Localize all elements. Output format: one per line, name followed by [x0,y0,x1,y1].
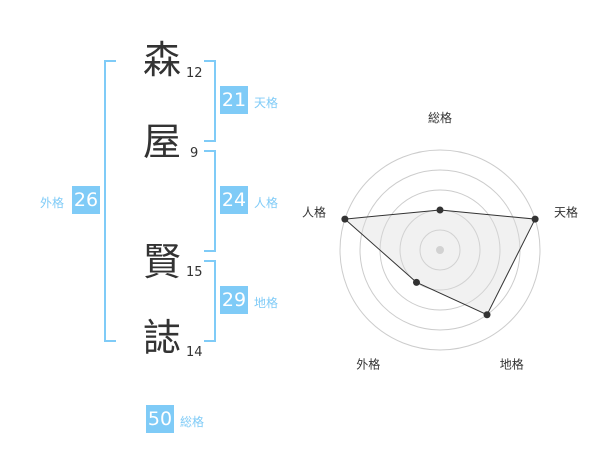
jinkaku-label: 人格 [254,196,279,210]
radar-point [531,215,539,223]
chikaku-bracket [204,260,216,342]
radar-point [412,278,420,286]
gaikaku-bracket [104,60,116,342]
radar-point [483,311,491,319]
jinkaku-bracket [204,150,216,252]
stroke-count-2: 9 [190,146,199,161]
chikaku-value: 29 [220,286,248,314]
soukaku-value: 50 [146,405,174,433]
stroke-count-3: 15 [186,265,203,280]
jinkaku-value: 24 [220,186,248,214]
radar-area [343,209,536,316]
gaikaku-value: 26 [72,186,100,214]
chikaku-label: 地格 [254,296,279,310]
radar-axis-label: 総格 [428,110,452,125]
radar-center [436,246,444,254]
radar-axis-label: 人格 [302,204,326,219]
stroke-count-4: 14 [186,345,203,360]
gaikaku-label: 外格 [40,196,65,210]
name-char-4: 誌 [142,316,181,360]
radar-axis-label: 地格 [500,357,524,372]
radar-ring [419,229,461,271]
soukaku-label: 総格 [180,415,205,429]
radar-ring [339,149,541,351]
radar-point [341,215,349,223]
name-char-3: 賢 [142,240,181,284]
name-char-2: 屋 [142,120,181,164]
radar-axis-label: 天格 [554,204,578,219]
tenkaku-bracket [204,60,216,142]
radar-point [436,206,444,214]
stroke-count-1: 12 [186,66,203,81]
tenkaku-label: 天格 [254,96,279,110]
tenkaku-value: 21 [220,86,248,114]
name-char-1: 森 [142,38,181,82]
radar-axis-label: 外格 [356,357,380,372]
